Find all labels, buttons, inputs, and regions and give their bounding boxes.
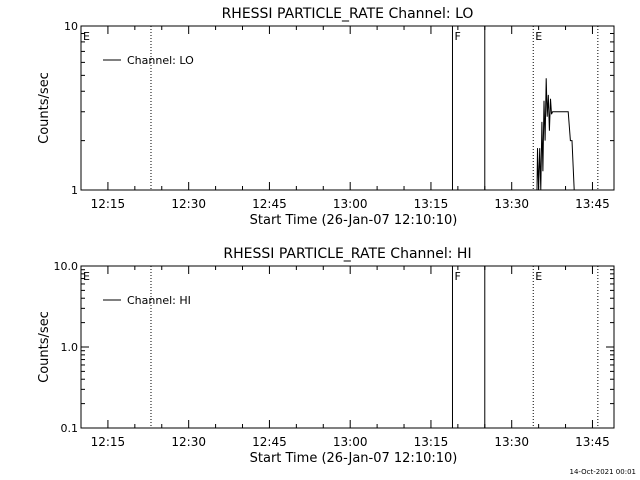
- x-tick-label: 12:45: [252, 435, 287, 449]
- series-line: [536, 78, 575, 191]
- y-tick-label: 1: [71, 184, 78, 197]
- event-marker-label: E: [535, 30, 542, 43]
- x-tick-label: 12:15: [91, 435, 126, 449]
- x-tick-label: 12:30: [171, 435, 206, 449]
- chart-title: RHESSI PARTICLE_RATE Channel: LO: [222, 6, 474, 22]
- event-marker-label: F: [454, 30, 460, 43]
- y-axis-label: Counts/sec: [37, 72, 52, 144]
- legend-label: Channel: HI: [127, 294, 191, 307]
- hi-channel-panel: RHESSI PARTICLE_RATE Channel: HI 0.1 1.0 10…: [37, 246, 615, 466]
- y-tick-label: 10.0: [54, 260, 79, 273]
- x-axis-label: Start Time (26-Jan-07 12:10:10): [250, 213, 458, 228]
- x-tick-label: 13:45: [575, 435, 610, 449]
- event-marker-label: F: [454, 270, 460, 283]
- x-axis-label: Start Time (26-Jan-07 12:10:10): [250, 451, 458, 466]
- lo-channel-panel: RHESSI PARTICLE_RATE Channel: LO 1 10 12:15…: [37, 6, 615, 228]
- x-tick-label: 12:30: [171, 197, 206, 211]
- x-tick-label: 12:45: [252, 197, 287, 211]
- y-tick-label: 0.1: [61, 422, 79, 435]
- x-tick-label: 13:30: [494, 435, 529, 449]
- x-tick-label: 13:15: [414, 435, 449, 449]
- event-marker-label: E: [83, 30, 90, 43]
- plot-frame: [80, 25, 615, 191]
- legend-label: Channel: LO: [127, 54, 194, 67]
- x-tick-label: 13:15: [414, 197, 449, 211]
- event-marker-label: E: [83, 270, 90, 283]
- footer-timestamp: 14-Oct-2021 00:01: [570, 468, 636, 476]
- y-axis-label: Counts/sec: [37, 311, 52, 383]
- x-tick-label: 13:30: [494, 197, 529, 211]
- x-tick-label: 13:45: [575, 197, 610, 211]
- x-tick-label: 13:00: [333, 435, 368, 449]
- plot-frame: [80, 265, 615, 429]
- event-marker-label: E: [535, 270, 542, 283]
- x-tick-label: 12:15: [91, 197, 126, 211]
- chart-title: RHESSI PARTICLE_RATE Channel: HI: [223, 246, 471, 262]
- y-tick-label: 1.0: [61, 341, 79, 354]
- x-tick-label: 13:00: [333, 197, 368, 211]
- y-tick-label: 10: [64, 20, 78, 33]
